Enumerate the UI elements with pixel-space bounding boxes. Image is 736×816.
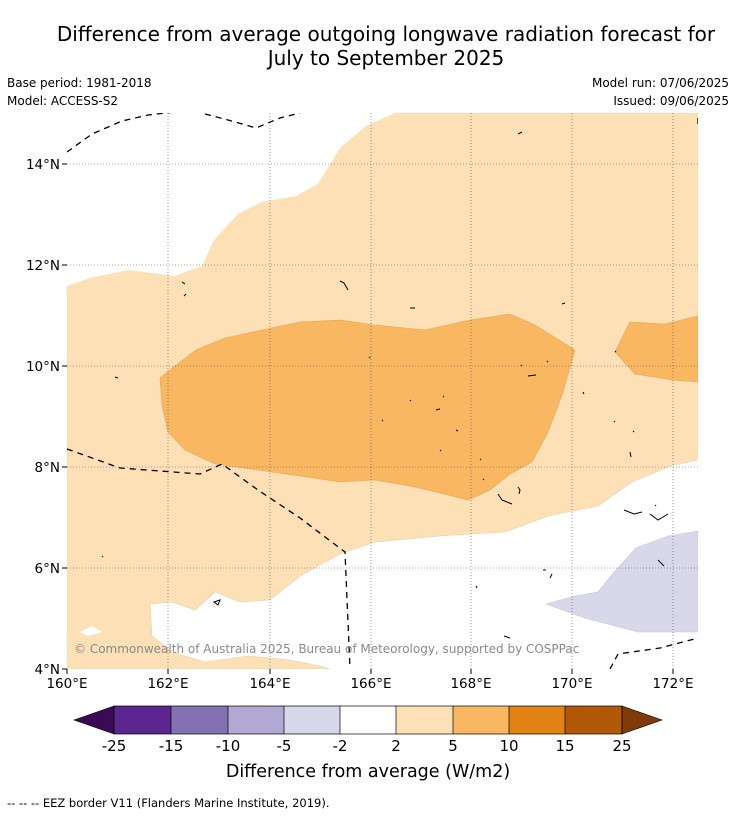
colorbar-bin xyxy=(228,706,284,734)
map-title-line-1: Difference from average outgoing longwav… xyxy=(56,22,716,46)
y-tick-label: 12°N xyxy=(26,258,60,274)
map-title-line-2: July to September 2025 xyxy=(267,46,505,70)
x-tick-label: 162°E xyxy=(147,676,188,692)
islands xyxy=(101,131,669,639)
x-tick-label: 160°E xyxy=(46,676,87,692)
y-tick-label: 10°N xyxy=(26,359,60,375)
colorbar-tick-label: 10 xyxy=(499,737,518,755)
neutral-region-upper-left xyxy=(67,113,395,286)
x-tick-label: 170°E xyxy=(551,676,592,692)
gridlines xyxy=(67,113,698,669)
model-run: Model run: 07/06/2025 xyxy=(591,76,729,90)
colorbar-tick-label: 5 xyxy=(448,737,458,755)
colorbar-bin xyxy=(509,706,565,734)
y-tick-label: 14°N xyxy=(26,157,60,173)
colorbar-bin xyxy=(340,706,396,734)
eez-footnote: -- -- -- EEZ border V11 (Flanders Marine… xyxy=(7,796,330,810)
axis-tick-marks xyxy=(62,163,674,674)
y-tick-label: 4°N xyxy=(35,662,60,678)
neutral-region-small-left xyxy=(80,626,102,636)
colorbar-tick-label: -15 xyxy=(159,737,184,755)
colorbar-tick-label: -2 xyxy=(333,737,348,755)
colorbar xyxy=(73,705,663,735)
x-tick-label: 166°E xyxy=(350,676,391,692)
copyright-credit: © Commonwealth of Australia 2025, Bureau… xyxy=(74,642,579,656)
colorbar-bin xyxy=(171,706,228,734)
colorbar-tick-label: 15 xyxy=(555,737,574,755)
colorbar-bin xyxy=(453,706,509,734)
anomaly-region-minus-2-to-5 xyxy=(545,530,698,633)
colorbar-tick-label: -25 xyxy=(102,737,127,755)
colorbar-tick-label: -10 xyxy=(216,737,241,755)
colorbar-bin xyxy=(284,706,340,734)
colorbar-high-extension xyxy=(621,705,663,735)
y-tick-label: 6°N xyxy=(35,561,60,577)
x-tick-label: 168°E xyxy=(450,676,491,692)
issued-date: Issued: 09/06/2025 xyxy=(613,94,729,108)
x-tick-label: 172°E xyxy=(652,676,693,692)
model-name: Model: ACCESS-S2 xyxy=(7,94,119,108)
colorbar-label: Difference from average (W/m2) xyxy=(225,762,511,782)
colorbar-bin xyxy=(396,706,453,734)
colorbar-low-extension xyxy=(73,705,115,735)
colorbar-bin xyxy=(565,706,622,734)
colorbar-tick-label: 2 xyxy=(391,737,401,755)
colorbar-tick-label: -5 xyxy=(277,737,292,755)
colorbar-tick-label: 25 xyxy=(612,737,631,755)
colorbar-bin xyxy=(114,706,171,734)
anomaly-region-5-to-10-east xyxy=(614,315,698,383)
anomaly-region-5-to-10 xyxy=(159,313,576,501)
x-tick-label: 164°E xyxy=(249,676,290,692)
map-area: © Commonwealth of Australia 2025, Bureau… xyxy=(67,113,698,669)
y-tick-label: 8°N xyxy=(35,460,60,476)
eez-borders xyxy=(67,113,698,669)
base-period: Base period: 1981-2018 xyxy=(7,76,152,90)
